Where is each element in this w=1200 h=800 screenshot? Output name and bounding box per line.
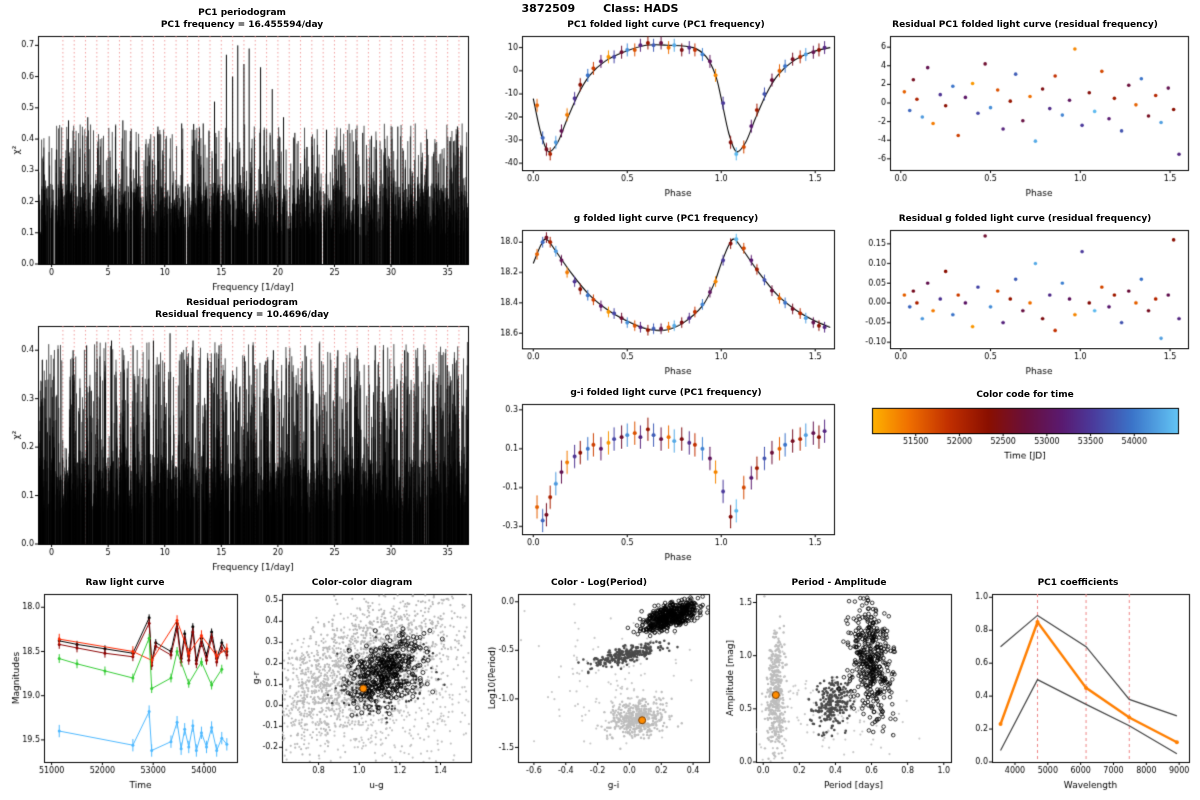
color-logperiod-plot (484, 590, 714, 792)
panel-color-logperiod: Color - Log(Period) (484, 578, 714, 792)
chart-subtitle: Residual frequency = 10.4696/day (155, 310, 329, 320)
chart-subtitle: PC1 frequency = 16.455594/day (160, 20, 324, 30)
period-amplitude-plot (722, 590, 956, 792)
panel-pc1-coefficients: PC1 coefficients (962, 578, 1194, 792)
panel-g-folded: g folded light curve (PC1 frequency) (492, 214, 840, 376)
panel-residual-pc1-folded: Residual PC1 folded light curve (residua… (856, 20, 1194, 198)
raw-light-curve-plot (8, 590, 242, 792)
panel-period-amplitude: Period - Amplitude (722, 578, 956, 792)
chart-title: Color code for time (976, 390, 1074, 400)
chart-title: PC1 periodogram (198, 8, 286, 18)
residual-g-folded-plot (856, 225, 1194, 376)
chart-title: g folded light curve (PC1 frequency) (573, 214, 759, 224)
panel-raw-light-curve: Raw light curve (8, 578, 242, 792)
chart-title: Color-color diagram (311, 578, 413, 588)
g-folded-plot (492, 225, 840, 376)
pc1-periodogram-plot (8, 32, 476, 294)
gi-folded-plot (492, 399, 840, 562)
chart-title: Raw light curve (85, 578, 165, 588)
panel-pc1-folded: PC1 folded light curve (PC1 frequency) (492, 20, 840, 198)
chart-title: PC1 folded light curve (PC1 frequency) (567, 20, 765, 30)
panel-residual-periodogram: Residual periodogram Residual frequency … (8, 298, 476, 574)
object-id: 3872509 (521, 2, 576, 15)
panel-time-colorbar: Color code for time (856, 390, 1194, 476)
time-colorbar (856, 401, 1194, 476)
chart-title: PC1 coefficients (1037, 578, 1119, 588)
pc1-folded-plot (492, 31, 840, 198)
chart-title: Period - Amplitude (791, 578, 887, 588)
residual-periodogram-plot (8, 322, 476, 574)
object-class: Class: HADS (603, 2, 679, 15)
chart-title: Residual PC1 folded light curve (residua… (892, 20, 1158, 30)
chart-title: Residual periodogram (186, 298, 298, 308)
panel-color-color: Color-color diagram (248, 578, 476, 792)
panel-residual-g-folded: Residual g folded light curve (residual … (856, 214, 1194, 376)
color-color-plot (248, 590, 476, 792)
figure-header: 3872509 Class: HADS (0, 2, 1200, 15)
residual-pc1-folded-plot (856, 32, 1194, 198)
chart-title: g-i folded light curve (PC1 frequency) (570, 388, 762, 398)
chart-title: Residual g folded light curve (residual … (898, 214, 1152, 224)
panel-pc1-periodogram: PC1 periodogram PC1 frequency = 16.45559… (8, 8, 476, 294)
panel-gi-folded: g-i folded light curve (PC1 frequency) (492, 388, 840, 562)
chart-title: Color - Log(Period) (551, 578, 647, 588)
pc1-coefficients-plot (962, 590, 1194, 792)
